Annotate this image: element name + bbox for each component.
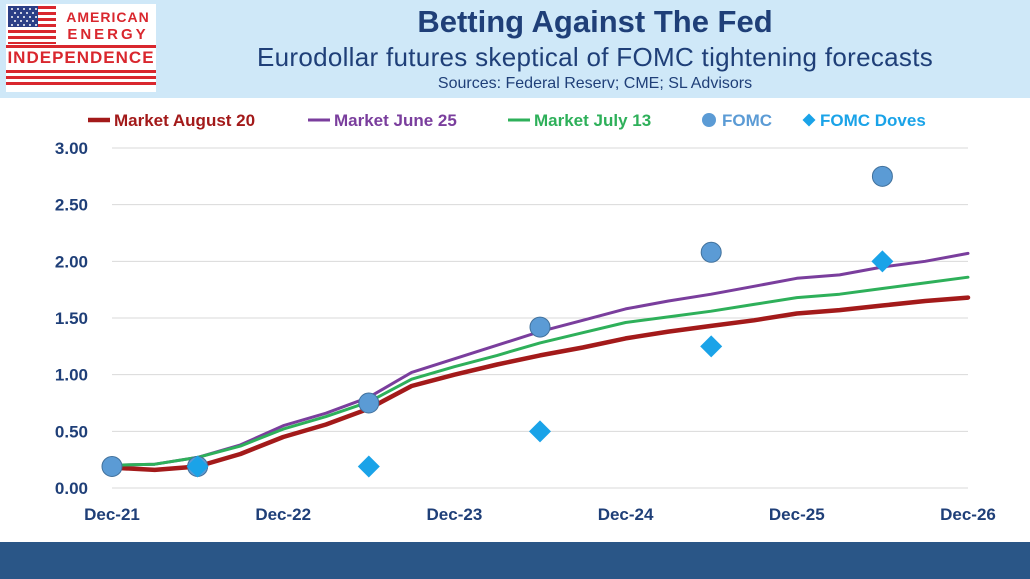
x-tick-label: Dec-24 <box>598 505 654 524</box>
legend-label-5: FOMC Doves <box>820 111 926 130</box>
series-line-1 <box>109 295 971 473</box>
x-tick-label: Dec-21 <box>84 505 140 524</box>
y-tick-label: 0.50 <box>55 422 88 441</box>
logo-rule <box>6 70 156 73</box>
legend-label-1: Market August 20 <box>114 111 255 130</box>
y-tick-label: 1.00 <box>55 366 88 385</box>
fomc-doves-point <box>529 420 551 443</box>
rates-line-chart: 0.00 0.50 1.00 1.50 2.00 2.50 3.00 Dec-21 Dec-22… <box>55 111 996 524</box>
y-tick-label: 2.00 <box>55 252 88 271</box>
gridlines <box>112 147 968 432</box>
fomc-doves-point <box>871 250 894 273</box>
x-tick-label: Dec-23 <box>427 505 483 524</box>
brand-logo: AMERICAN ENERGY INDEPENDENCE <box>6 4 156 92</box>
axes: 0.00 0.50 1.00 1.50 2.00 2.50 3.00 Dec-21 Dec-22… <box>55 139 996 524</box>
footer-band <box>0 542 1030 579</box>
series-line-3 <box>110 275 970 467</box>
logo-text-american: AMERICAN <box>66 9 150 25</box>
logo-rule <box>6 76 156 79</box>
legend-swatch-fomc-doves <box>802 113 816 127</box>
y-tick-label: 2.50 <box>55 196 88 215</box>
page-title: Betting Against The Fed <box>417 4 773 39</box>
fomc-point <box>700 241 722 263</box>
logo-text-energy: ENERGY <box>67 26 149 43</box>
x-tick-label: Dec-22 <box>255 505 311 524</box>
legend-label-3: Market July 13 <box>534 111 651 130</box>
chart-legend: Market August 20 Market June 25 Market Jul… <box>88 111 926 130</box>
fomc-point <box>871 165 893 187</box>
logo-rule <box>6 45 156 48</box>
series-markers <box>101 165 894 478</box>
fomc-point <box>529 316 551 338</box>
us-flag-icon <box>8 6 56 44</box>
y-tick-label: 1.50 <box>55 309 88 328</box>
header-band <box>0 0 1030 98</box>
page-subtitle: Eurodollar futures skeptical of FOMC tig… <box>256 42 934 72</box>
logo-text-independence: INDEPENDENCE <box>7 48 155 67</box>
x-tick-label: Dec-25 <box>769 505 825 524</box>
sources-note: Sources: Federal Reserv; CME; SL Advisor… <box>437 75 753 92</box>
y-tick-label: 0.00 <box>55 479 88 498</box>
fomc-point <box>358 392 380 414</box>
legend-label-2: Market June 25 <box>334 111 457 130</box>
fomc-doves-point <box>357 455 380 478</box>
y-tick-label: 3.00 <box>55 139 88 158</box>
logo-rule <box>6 82 156 85</box>
legend-swatch-fomc <box>702 113 716 127</box>
fomc-doves-point <box>700 335 723 358</box>
fomc-point <box>101 455 123 477</box>
fomc-doves-point <box>186 455 209 478</box>
x-tick-label: Dec-26 <box>940 505 996 524</box>
legend-label-4: FOMC <box>722 111 772 130</box>
